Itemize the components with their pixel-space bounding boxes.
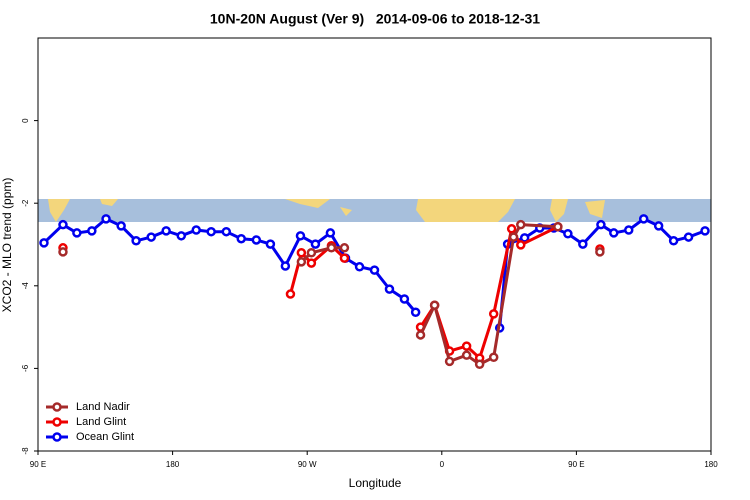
point bbox=[410, 307, 421, 317]
point bbox=[609, 228, 619, 238]
x-tick-label: 180 bbox=[166, 460, 180, 469]
point bbox=[265, 239, 276, 249]
point bbox=[87, 226, 97, 236]
point bbox=[295, 231, 306, 241]
point bbox=[399, 294, 410, 304]
point bbox=[101, 214, 111, 224]
point bbox=[653, 221, 664, 231]
x-tick-label: 90 E bbox=[30, 460, 46, 469]
x-axis-label: Longitude bbox=[349, 476, 402, 490]
y-tick-label: -2 bbox=[21, 199, 30, 207]
point bbox=[429, 300, 440, 310]
point bbox=[369, 265, 380, 275]
x-tick-label: 90 E bbox=[568, 460, 584, 469]
y-axis-label: XCO2 - MLO trend (ppm) bbox=[0, 178, 14, 313]
y-tick-label: -4 bbox=[21, 282, 30, 290]
point bbox=[461, 350, 472, 360]
point bbox=[596, 219, 606, 230]
legend-label: Ocean Glint bbox=[76, 431, 134, 443]
point bbox=[595, 247, 605, 257]
point bbox=[306, 248, 317, 258]
point bbox=[578, 239, 588, 249]
point bbox=[221, 226, 232, 237]
point bbox=[488, 309, 499, 319]
point bbox=[280, 261, 291, 271]
point bbox=[488, 352, 499, 362]
point bbox=[444, 356, 455, 367]
point bbox=[683, 232, 694, 242]
point bbox=[339, 243, 350, 253]
point bbox=[384, 284, 395, 294]
point bbox=[623, 225, 634, 235]
legend-swatch-point bbox=[52, 417, 62, 427]
point bbox=[474, 359, 485, 370]
x-tick-label: 0 bbox=[440, 460, 445, 469]
point bbox=[506, 224, 517, 234]
point bbox=[516, 219, 526, 230]
point bbox=[354, 262, 365, 272]
point bbox=[191, 225, 201, 235]
point bbox=[339, 253, 350, 263]
point bbox=[58, 247, 68, 257]
point bbox=[516, 240, 526, 250]
point bbox=[553, 221, 563, 232]
legend-swatch-point bbox=[52, 432, 62, 442]
point bbox=[58, 219, 68, 230]
point bbox=[461, 341, 472, 351]
point bbox=[306, 258, 317, 268]
plot-frame bbox=[37, 37, 712, 452]
point bbox=[310, 239, 321, 249]
y-tick-label: -8 bbox=[21, 447, 30, 455]
point bbox=[116, 221, 126, 231]
point bbox=[251, 235, 262, 245]
point bbox=[39, 238, 49, 248]
y-tick-label: 0 bbox=[21, 118, 30, 123]
point bbox=[72, 228, 82, 238]
point bbox=[176, 231, 187, 241]
point bbox=[519, 233, 530, 243]
chart-title: 10N-20N August (Ver 9) 2014-09-06 to 201… bbox=[210, 11, 540, 27]
point bbox=[236, 233, 246, 244]
point bbox=[415, 330, 426, 340]
point bbox=[325, 228, 336, 238]
point bbox=[131, 236, 141, 246]
legend-swatch-point bbox=[52, 402, 62, 412]
legend-label: Land Glint bbox=[76, 416, 126, 428]
point bbox=[668, 236, 679, 246]
point bbox=[296, 248, 307, 258]
point bbox=[508, 232, 519, 242]
point bbox=[326, 243, 337, 253]
point bbox=[296, 257, 307, 267]
point bbox=[146, 232, 156, 242]
point bbox=[161, 226, 171, 236]
point bbox=[285, 289, 296, 299]
legend-label: Land Nadir bbox=[76, 401, 130, 413]
x-tick-label: 180 bbox=[704, 460, 718, 469]
point bbox=[206, 226, 216, 237]
point bbox=[638, 214, 649, 224]
point bbox=[700, 226, 710, 236]
y-tick-label: -6 bbox=[21, 364, 30, 372]
map-band bbox=[38, 199, 711, 222]
point bbox=[563, 229, 573, 239]
x-tick-label: 90 W bbox=[298, 460, 317, 469]
